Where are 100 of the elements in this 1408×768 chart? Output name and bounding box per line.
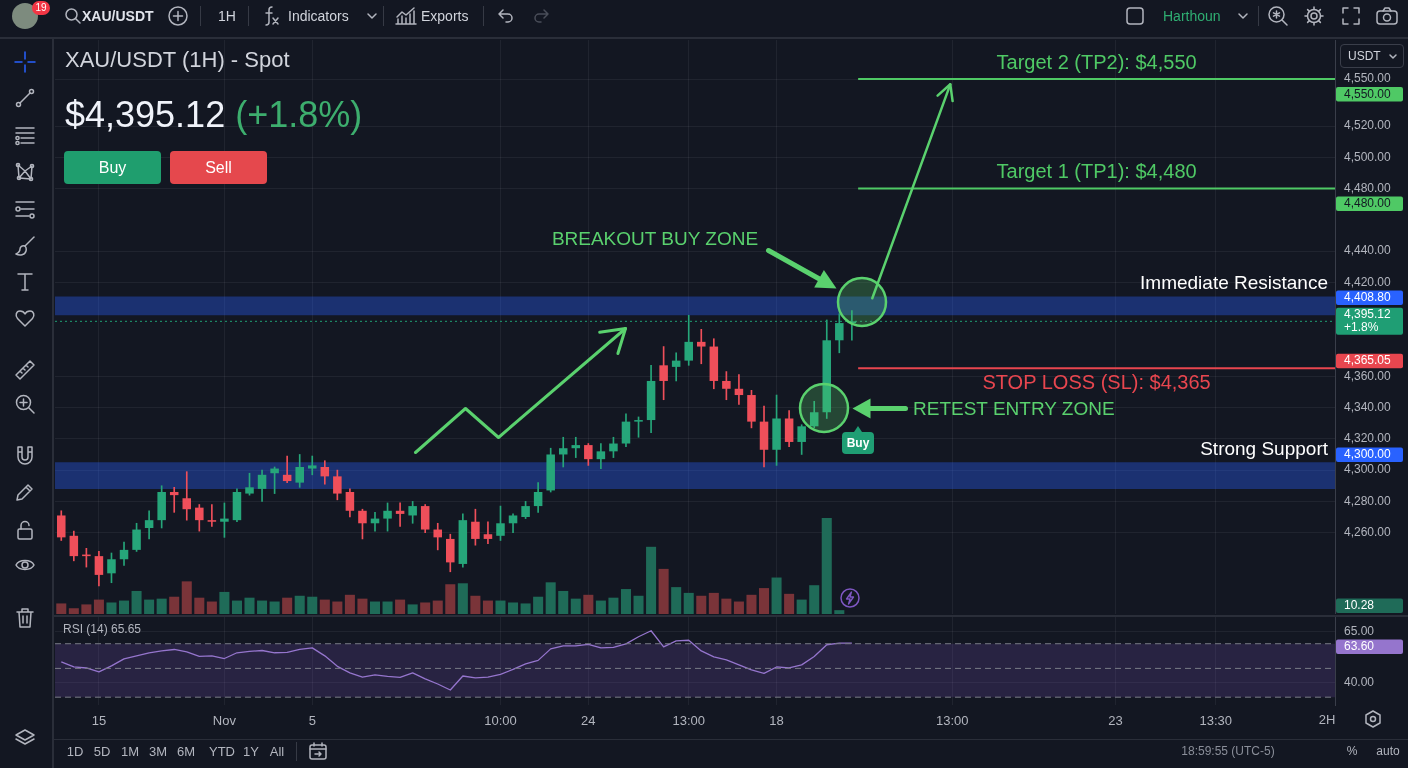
- text: 1M: [120, 743, 140, 759]
- bar: [696, 595, 707, 614]
- candlestick: [558, 436, 568, 468]
- bar: [595, 600, 606, 614]
- bar: [708, 592, 719, 614]
- x-tick-label: 5: [308, 712, 316, 728]
- y-tick-label: 40.00: [1344, 675, 1375, 690]
- bar: [407, 604, 418, 614]
- bar: [244, 597, 255, 614]
- bar: [633, 595, 644, 614]
- bar: [759, 588, 770, 614]
- bar: [432, 600, 443, 614]
- text: Indicators: [288, 8, 349, 24]
- bar: [771, 577, 782, 614]
- bar: [294, 595, 305, 614]
- y-tick-label: 4,320.00: [1344, 431, 1392, 446]
- bar: [495, 600, 506, 614]
- y-tick-label: 4,260.00: [1344, 524, 1392, 539]
- bar: [93, 599, 104, 614]
- text: 1Y: [243, 743, 259, 759]
- annotation: Buy: [846, 436, 870, 450]
- candlestick: [697, 329, 706, 365]
- y-tick-label: 4,280.00: [1344, 493, 1392, 508]
- text: YTD: [209, 743, 235, 759]
- bar: [169, 596, 180, 614]
- x-tick-label: 13:00: [672, 712, 705, 728]
- x-tick-label: 15: [91, 712, 107, 728]
- x-tick-label: 10:00: [484, 712, 517, 728]
- bar: [194, 597, 205, 614]
- bar: [219, 591, 230, 614]
- y-tick-label: 4,550.00: [1344, 71, 1392, 86]
- text: 4,365.05: [1344, 353, 1392, 368]
- y-tick-label: 4,420.00: [1344, 274, 1392, 289]
- y-tick-label: 65.00: [1344, 623, 1375, 638]
- text: 2H: [1318, 711, 1336, 727]
- text: Harthoun: [1163, 8, 1221, 24]
- bar: [319, 599, 330, 614]
- text: All: [269, 743, 285, 759]
- y-tick-label: 4,360.00: [1344, 368, 1392, 383]
- bar: [608, 597, 619, 614]
- candlestick: [671, 352, 681, 382]
- x-tick-label: 13:30: [1199, 712, 1233, 728]
- band-label: Strong Support: [1200, 438, 1329, 460]
- text: 5D: [93, 743, 111, 759]
- ref-line-label: STOP LOSS (SL): $4,365: [982, 370, 1211, 393]
- bar: [746, 594, 757, 614]
- text: USDT: [1348, 49, 1381, 63]
- candlestick: [734, 374, 744, 405]
- text: XAU/USDT: [82, 8, 154, 24]
- bar: [533, 596, 544, 614]
- bar: [395, 599, 406, 614]
- candlestick: [182, 471, 192, 521]
- ref-line-label: Target 2 (TP2): $4,550: [996, 50, 1197, 73]
- bar: [558, 590, 569, 614]
- candlestick: [483, 521, 493, 544]
- y-tick-label: 4,520.00: [1344, 118, 1392, 133]
- bar: [733, 601, 744, 614]
- bar: [796, 599, 807, 614]
- text: %: [1346, 744, 1358, 758]
- bar: [332, 601, 343, 614]
- bar: [721, 598, 732, 614]
- annotation: RETEST ENTRY ZONE: [913, 398, 1115, 420]
- bar: [821, 518, 832, 614]
- annotation: Sell: [205, 158, 232, 176]
- bar: [144, 599, 155, 614]
- annotation: Buy: [98, 158, 127, 176]
- bar: [784, 593, 795, 614]
- ref-line-label: Target 1 (TP1): $4,480: [996, 160, 1197, 183]
- bar: [357, 598, 368, 614]
- bar: [583, 594, 594, 614]
- text: 4,408.80: [1344, 289, 1392, 304]
- chart-title: XAU/USDT (1H) - Spot: [65, 47, 290, 73]
- bar: [570, 598, 581, 614]
- bar: [181, 581, 192, 614]
- text: Exports: [421, 8, 469, 24]
- bar: [382, 601, 393, 614]
- text: 4,395.12: [1344, 307, 1392, 322]
- bar: [282, 597, 293, 614]
- text: 1H: [218, 8, 236, 24]
- text: auto: [1376, 744, 1400, 758]
- y-tick-label: 4,480.00: [1344, 180, 1392, 195]
- text: 6M: [176, 743, 196, 759]
- bar: [420, 602, 431, 614]
- bar: [834, 610, 845, 614]
- x-tick-label: 24: [581, 712, 596, 728]
- y-tick-label: 4,440.00: [1344, 243, 1392, 258]
- bar: [68, 608, 79, 614]
- candlestick: [282, 455, 292, 483]
- y-tick-label: 4,340.00: [1344, 399, 1392, 414]
- y-tick-label: 4,300.00: [1344, 462, 1392, 477]
- bar: [231, 600, 242, 614]
- bar: [646, 546, 657, 614]
- bar: [206, 601, 217, 614]
- candlestick: [207, 504, 217, 527]
- y-tick-label: 4,500.00: [1344, 149, 1392, 164]
- text: 1D: [66, 743, 84, 759]
- bar: [683, 592, 694, 614]
- bar: [620, 589, 631, 614]
- bar: [81, 604, 92, 614]
- bar: [508, 602, 519, 614]
